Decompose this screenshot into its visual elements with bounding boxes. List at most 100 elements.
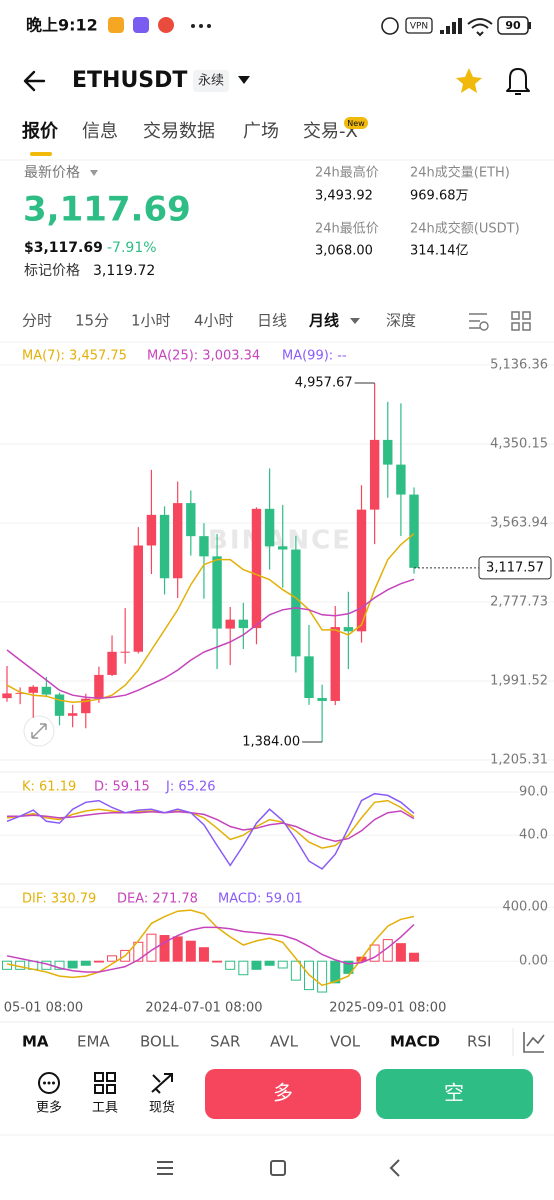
tool-label[interactable]: 现货 <box>149 1100 175 1116</box>
macd-bar <box>238 960 249 976</box>
wifi-icon <box>467 18 493 37</box>
interval-dropdown[interactable] <box>350 318 360 324</box>
interval[interactable]: 4小时 <box>194 312 234 330</box>
candle-body <box>343 627 354 632</box>
tab[interactable]: 报价 <box>22 120 59 142</box>
stat-label: 24h最高价 <box>315 165 379 181</box>
more-icon[interactable] <box>52 1081 55 1085</box>
candle-body <box>356 509 367 632</box>
candle-body <box>186 503 196 537</box>
candle-body <box>225 619 235 629</box>
signal-icon <box>440 18 462 34</box>
macd-bar <box>343 960 354 974</box>
interval-selected[interactable]: 月线 <box>308 312 339 330</box>
indicator-line <box>6 533 415 704</box>
back-button[interactable] <box>23 70 46 92</box>
layout-icon[interactable] <box>511 311 531 331</box>
macd-bar <box>172 936 183 962</box>
price-label-dropdown[interactable] <box>90 170 98 176</box>
nav-menu[interactable] <box>157 1161 173 1175</box>
indicator-tab[interactable]: MA <box>22 1033 49 1051</box>
indicator-tab[interactable]: MACD <box>390 1033 440 1051</box>
indicator-settings[interactable] <box>523 1032 545 1053</box>
symbol-dropdown[interactable] <box>238 76 250 84</box>
vpn-box <box>405 17 433 34</box>
nav-home[interactable] <box>270 1160 286 1176</box>
dot <box>207 24 211 28</box>
tools-icon[interactable] <box>94 1072 116 1094</box>
app-icon <box>158 17 174 33</box>
macd-bar <box>264 960 275 966</box>
x-tick-label: 05-01 08:00 <box>4 1001 83 1016</box>
y-tick-label: 400.00 <box>503 900 549 915</box>
legend-entry: MA(7): 3,457.75 <box>22 349 127 364</box>
interval[interactable]: 日线 <box>257 312 287 330</box>
candle-body <box>251 508 262 629</box>
macd-bar <box>54 960 65 970</box>
y-tick-label: 90.0 <box>519 784 548 799</box>
candle-body <box>67 713 78 716</box>
candle-body <box>54 694 65 716</box>
favorite-star[interactable] <box>456 68 482 93</box>
candle-body <box>159 514 170 579</box>
candle-body <box>2 693 12 699</box>
buy-label[interactable]: 多 <box>273 1081 293 1105</box>
vpn-label: VPN <box>410 22 428 32</box>
tab[interactable]: 交易数据 <box>143 121 215 142</box>
tool-label[interactable]: 工具 <box>92 1101 118 1116</box>
interval[interactable]: 分时 <box>22 312 52 330</box>
macd-bar <box>107 955 118 962</box>
interval[interactable]: 1小时 <box>131 312 171 330</box>
alert-bell[interactable] <box>506 68 530 95</box>
buy-button[interactable] <box>205 1069 361 1119</box>
tab[interactable]: 广场 <box>243 121 279 142</box>
interval[interactable]: 深度 <box>386 312 416 330</box>
more-icon[interactable] <box>38 1072 60 1094</box>
settings-icon[interactable] <box>469 313 487 329</box>
symbol[interactable]: ETHUSDT <box>72 68 187 93</box>
legend-entry: DIF: 330.79 <box>22 892 96 907</box>
app-icon <box>108 17 124 33</box>
candle-body <box>146 514 157 546</box>
candle-body <box>212 556 222 629</box>
sell-label[interactable]: 空 <box>444 1081 464 1105</box>
candle-body <box>41 686 52 695</box>
indicator-line <box>6 799 415 849</box>
nav-back[interactable] <box>389 1159 400 1177</box>
macd-bar <box>251 960 262 970</box>
tab[interactable]: 交易-X <box>303 121 358 142</box>
new-badge-label: New <box>347 119 365 128</box>
indicator-tab[interactable]: AVL <box>270 1033 299 1051</box>
legend-entry: DEA: 271.78 <box>117 892 198 907</box>
candle-body <box>317 698 327 701</box>
candle-body <box>15 692 25 694</box>
last-price-label[interactable]: 最新价格 <box>24 165 80 181</box>
candle-body <box>396 464 406 495</box>
macd-bar <box>277 960 288 969</box>
more-icon[interactable] <box>43 1081 46 1085</box>
tool-label[interactable]: 更多 <box>36 1100 62 1116</box>
candle-body <box>133 545 143 652</box>
macd-bar <box>93 960 104 963</box>
indicator-tab[interactable]: BOLL <box>140 1033 179 1051</box>
candle-body <box>369 439 380 510</box>
current-price-box <box>478 556 552 580</box>
indicator-tab[interactable]: RSI <box>467 1033 491 1051</box>
mark-price-label: 标记价格 <box>24 263 80 279</box>
annotation-label: 1,384.00 <box>242 735 300 750</box>
stat-value: 314.14亿 <box>410 244 469 259</box>
candle-body <box>278 546 288 550</box>
indicator-tab[interactable]: VOL <box>330 1033 361 1051</box>
settings-icon[interactable] <box>479 321 489 331</box>
candle-body <box>291 549 301 657</box>
indicator-tab[interactable]: EMA <box>77 1033 110 1051</box>
indicator-tab[interactable]: SAR <box>210 1033 240 1051</box>
interval[interactable]: 15分 <box>75 312 109 330</box>
more-icon[interactable] <box>47 1081 51 1085</box>
tab[interactable]: 信息 <box>82 121 118 142</box>
spot-icon[interactable] <box>151 1073 173 1094</box>
sell-button[interactable] <box>376 1069 533 1119</box>
macd-bar <box>133 941 144 962</box>
expand-icon[interactable] <box>31 723 47 739</box>
